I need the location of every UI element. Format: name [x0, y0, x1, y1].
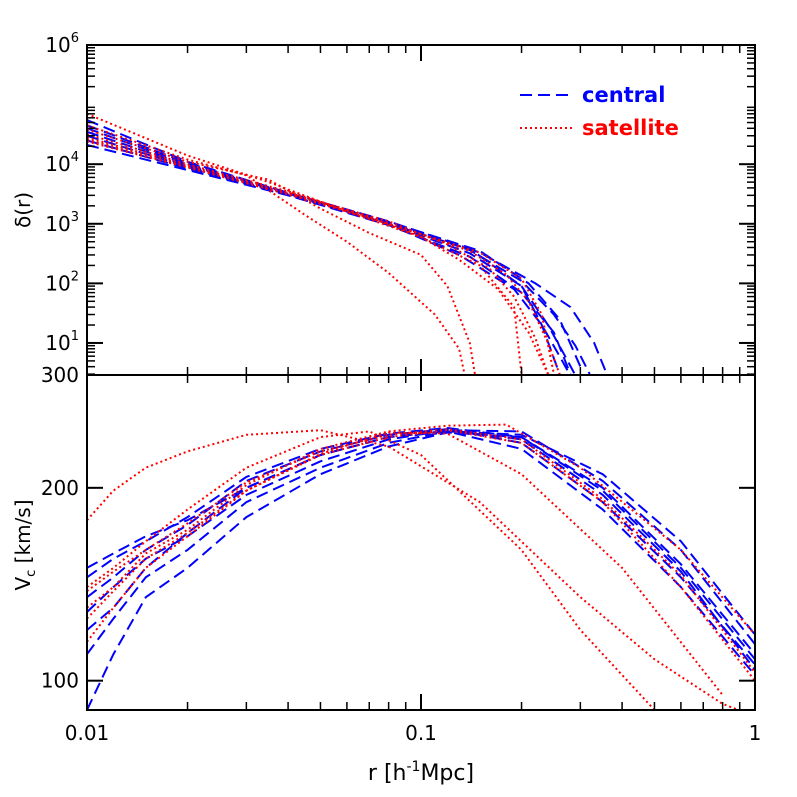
- velocity-panel-lines: [87, 423, 755, 710]
- velocity-panel-central-line-6: [87, 431, 755, 710]
- xtick-label: 0.01: [65, 721, 110, 745]
- density-panel-satellite-line-9: [87, 128, 476, 375]
- axis-labels: 101 102 103 104 106 100 200 300 0.01 0.1 1 r [h-1Mp…: [11, 31, 761, 786]
- density-panel-ytick-label: 103: [45, 210, 79, 236]
- velocity-panel-ytick-label: 200: [41, 476, 79, 500]
- density-panel-central-line-6: [87, 124, 582, 368]
- axis-ticks: [86, 44, 756, 710]
- density-panel-central-line-2: [87, 134, 608, 375]
- density-panel-satellite-line-8: [87, 124, 466, 375]
- density-panel-ytick-label: 106: [45, 31, 79, 57]
- velocity-panel-central-line-5: [87, 430, 755, 655]
- density-panel-central-line-4: [87, 144, 572, 375]
- velocity-panel-satellite-line-9: [87, 431, 724, 696]
- velocity-y-axis-label: Vc [km/s]: [11, 499, 39, 590]
- density-panel-ytick-label: 101: [45, 329, 79, 355]
- density-panel-lines: [87, 112, 608, 375]
- velocity-panel-central-line-4: [87, 429, 755, 671]
- velocity-panel-satellite-line-7: [87, 429, 742, 710]
- velocity-panel-satellite-line-12: [87, 428, 755, 674]
- velocity-panel-central-line-1: [87, 428, 755, 666]
- density-panel-central-line-1: [87, 127, 591, 375]
- x-axis-label: r [h-1Mpc]: [368, 759, 474, 786]
- density-panel-satellite-line-13: [87, 140, 555, 375]
- velocity-panel-central-line-2: [87, 426, 755, 655]
- velocity-panel-satellite-line-8: [87, 430, 656, 710]
- velocity-panel-satellite-line-10: [87, 423, 755, 636]
- xtick-label: 0.1: [405, 721, 437, 745]
- density-panel-central-line-5: [87, 130, 561, 375]
- legend-satellite-label: satellite: [582, 116, 679, 140]
- density-y-axis-label: δ(r): [11, 192, 35, 228]
- velocity-panel-ytick-label: 300: [41, 363, 79, 387]
- legend: central satellite: [520, 83, 679, 140]
- legend-central-label: central: [582, 83, 665, 107]
- density-panel-central-line-3: [87, 139, 572, 375]
- density-panel-satellite-line-7: [87, 112, 523, 375]
- velocity-panel-ytick-label: 100: [41, 669, 79, 693]
- xtick-label: 1: [749, 721, 762, 745]
- velocity-panel-satellite-line-11: [87, 429, 755, 682]
- density-panel-ytick-label: 102: [45, 269, 79, 295]
- density-panel-ytick-label: 104: [45, 150, 79, 176]
